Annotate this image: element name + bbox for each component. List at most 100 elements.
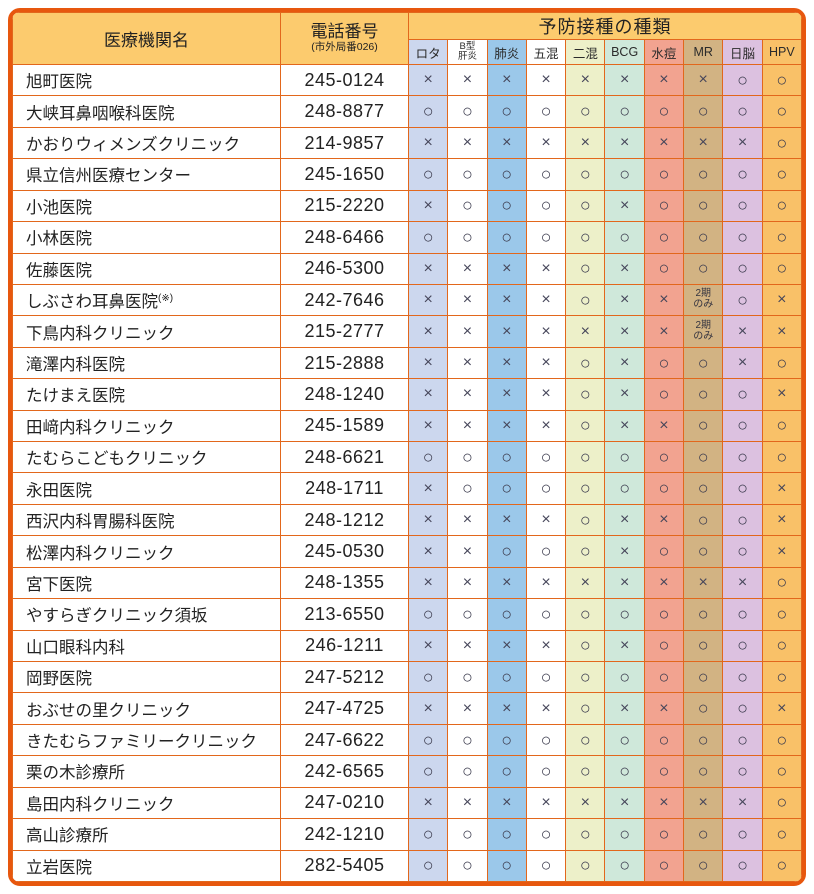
mark-available: ○ <box>604 95 645 128</box>
phone-number: 248-1355 <box>280 566 409 600</box>
second-period-only-label: 2期 のみ <box>693 288 714 311</box>
table-row: やすらぎクリニック須坂 213-6550 ○ ○ ○ ○ ○ ○ ○ ○ ○ ○ <box>12 598 802 631</box>
phone-number: 215-2220 <box>280 189 409 223</box>
mark-available: ○ <box>643 441 685 474</box>
mark-available: ○ <box>565 818 606 851</box>
phone-number: 215-2888 <box>280 346 409 380</box>
mark-available: ○ <box>486 598 527 631</box>
mark-unavailable: × <box>761 378 802 411</box>
vaccine-column-header: ロタ <box>407 39 449 65</box>
vaccine-column-header: 肺炎 <box>486 39 527 65</box>
mark-available: ○ <box>486 755 527 788</box>
mark-unavailable: × <box>525 503 567 537</box>
phone-header-label: 電話番号 <box>310 22 379 42</box>
mark-unavailable: × <box>486 283 527 317</box>
mark-unavailable: × <box>407 786 449 820</box>
mark-available: ○ <box>525 818 567 851</box>
mark-available: ○ <box>447 661 488 694</box>
table-row: 栗の木診療所 242-6565 ○ ○ ○ ○ ○ ○ ○ ○ ○ ○ <box>12 755 802 788</box>
mark-unavailable: × <box>604 629 645 663</box>
mark-available: ○ <box>722 409 763 443</box>
mark-available: ○ <box>604 598 645 631</box>
mark-unavailable: × <box>407 63 449 97</box>
phone-number: 247-6622 <box>280 723 409 757</box>
mark-available: ○ <box>565 189 606 223</box>
mark-unavailable: × <box>525 786 567 820</box>
table-row: 下鳥内科クリニック 215-2777 × × × × × × × 2期 のみ × × <box>12 315 802 348</box>
vaccine-column-header: MR <box>683 39 724 65</box>
mark-unavailable: × <box>407 409 449 443</box>
mark-available: ○ <box>447 441 488 474</box>
mark-available: ○ <box>722 283 763 317</box>
vaccine-column-header-label: B型 肝炎 <box>457 41 477 62</box>
mark-available: ○ <box>643 378 685 411</box>
mark-unavailable: × <box>604 566 645 600</box>
mark-unavailable: × <box>761 472 802 505</box>
mark-unavailable: × <box>407 283 449 317</box>
mark-available: ○ <box>486 849 527 882</box>
mark-unavailable: × <box>407 315 449 348</box>
mark-unavailable: × <box>722 786 763 820</box>
mark-unavailable: × <box>486 786 527 820</box>
mark-available: ○ <box>683 95 724 128</box>
table-row: たむらこどもクリニック 248-6621 ○ ○ ○ ○ ○ ○ ○ ○ ○ ○ <box>12 441 802 474</box>
institution-name: やすらぎクリニック須坂 <box>12 598 281 631</box>
mark-available: ○ <box>407 818 449 851</box>
table-row: きたむらファミリークリニック 247-6622 ○ ○ ○ ○ ○ ○ ○ ○ ○ ○ <box>12 723 802 757</box>
mark-available: ○ <box>565 346 606 380</box>
mark-unavailable: × <box>407 189 449 223</box>
mark-available: ○ <box>565 692 606 725</box>
table-row: 佐藤医院 246-5300 × × × × ○ × ○ ○ ○ ○ <box>12 252 802 285</box>
mark-unavailable: × <box>565 63 606 97</box>
mark-available: ○ <box>525 441 567 474</box>
phone-number: 245-0124 <box>280 63 409 97</box>
mark-unavailable: × <box>604 378 645 411</box>
mark-available: ○ <box>565 158 606 191</box>
mark-unavailable: × <box>565 126 606 160</box>
vaccine-column-header: 日脳 <box>722 39 763 65</box>
mark-unavailable: × <box>447 629 488 663</box>
mark-unavailable: × <box>643 566 685 600</box>
mark-available: ○ <box>761 818 802 851</box>
mark-available: ○ <box>565 409 606 443</box>
mark-available: ○ <box>722 661 763 694</box>
mark-unavailable: × <box>525 63 567 97</box>
mark-available: ○ <box>683 472 724 505</box>
mark-unavailable: × <box>643 126 685 160</box>
mark-unavailable: × <box>407 126 449 160</box>
institution-name: きたむらファミリークリニック <box>12 723 281 757</box>
table-row: 島田内科クリニック 247-0210 × × × × × × × × × ○ <box>12 786 802 820</box>
mark-available: ○ <box>525 189 567 223</box>
vaccine-column-header-row: ロタ B型 肝炎 肺炎 五混 二混 BCG 水痘 MR 日脳 HPV <box>13 39 802 65</box>
institution-name: おぶせの里クリニック <box>12 692 281 725</box>
vaccine-column-header: B型 肝炎 <box>447 39 488 65</box>
mark-available: ○ <box>525 472 567 505</box>
institution-note: (※) <box>158 293 174 305</box>
mark-unavailable: × <box>486 629 527 663</box>
mark-unavailable: × <box>486 378 527 411</box>
mark-available: ○ <box>604 818 645 851</box>
mark-available: ○ <box>447 95 488 128</box>
phone-number: 246-5300 <box>280 252 409 285</box>
mark-available: ○ <box>565 535 606 568</box>
phone-number: 248-6621 <box>280 441 409 474</box>
second-period-only-label: 2期 のみ <box>693 319 714 342</box>
mark-unavailable: × <box>525 315 567 348</box>
institution-name: 大峡耳鼻咽喉科医院 <box>12 95 281 128</box>
mark-available: ○ <box>761 849 802 882</box>
mark-unavailable: × <box>447 63 488 97</box>
mark-available: ○ <box>722 755 763 788</box>
mark-available: ○ <box>761 441 802 474</box>
mark-available: ○ <box>761 786 802 820</box>
table-row: おぶせの里クリニック 247-4725 × × × × ○ × × ○ ○ × <box>12 692 802 725</box>
mark-available: ○ <box>565 598 606 631</box>
mark-available: ○ <box>683 535 724 568</box>
mark-unavailable: × <box>486 315 527 348</box>
table-row: 永田医院 248-1711 × ○ ○ ○ ○ ○ ○ ○ ○ × <box>12 472 802 505</box>
mark-available: ○ <box>761 221 802 254</box>
mark-available: ○ <box>643 472 685 505</box>
mark-available: ○ <box>722 598 763 631</box>
institution-name: 高山診療所 <box>12 818 281 851</box>
institution-name: 島田内科クリニック <box>12 786 281 820</box>
